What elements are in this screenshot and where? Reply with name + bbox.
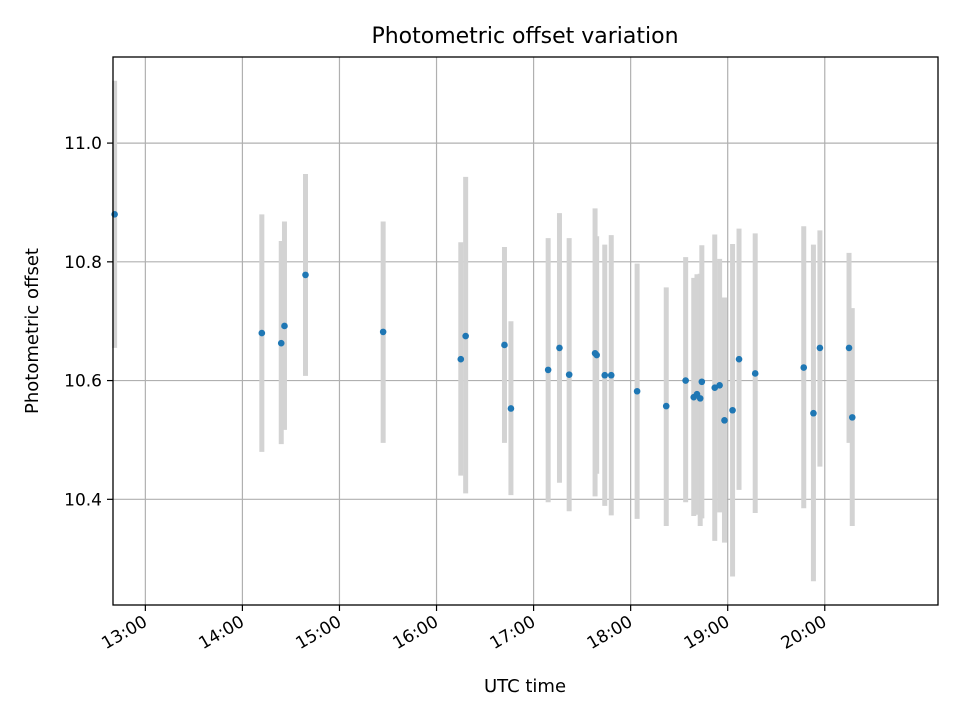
x-tick-label: 17:00 [487,612,539,654]
y-tick-label: 10.8 [64,253,102,273]
data-point [682,377,689,384]
x-tick-label: 20:00 [778,612,830,654]
data-point [258,329,266,337]
x-tick-label: 15:00 [293,612,345,654]
data-point [800,364,808,371]
data-point [302,271,309,279]
data-point [462,332,469,340]
data-point [633,387,641,395]
data-point [729,406,736,414]
x-axis-label: UTC time [484,676,566,697]
data-point [810,409,817,417]
x-tick-label: 13:00 [98,612,150,654]
x-tick-label: 18:00 [584,612,636,654]
data-point [556,344,563,352]
data-point [816,344,824,352]
data-point [751,370,759,377]
grid [113,57,938,605]
data-point [593,351,600,359]
y-tick-label: 10.6 [64,372,102,392]
data-point [607,371,615,379]
data-point [544,366,552,374]
data-points [111,211,856,424]
data-point [696,395,704,402]
data-point [565,371,573,378]
data-point [848,414,856,421]
y-axis-label: Photometric offset [22,248,43,414]
data-point [698,378,706,386]
data-point [662,402,670,410]
data-point [716,382,723,389]
data-point [111,211,118,218]
data-point [379,328,387,336]
x-tick-label: 16:00 [390,612,442,654]
error-bars [112,80,855,582]
data-point [721,417,728,424]
y-tick-label: 10.4 [64,490,102,510]
data-point [845,344,853,352]
data-point [735,355,743,363]
data-point [501,341,508,349]
data-point [601,371,609,379]
data-point [277,339,285,347]
x-tick-label: 14:00 [195,612,247,654]
data-point [507,405,515,412]
chart-title: Photometric offset variation [371,24,678,49]
data-point [457,355,465,363]
plot-frame [112,56,939,606]
x-tick-label: 19:00 [681,612,733,654]
y-tick-label: 11.0 [64,134,102,154]
data-point [281,322,288,330]
